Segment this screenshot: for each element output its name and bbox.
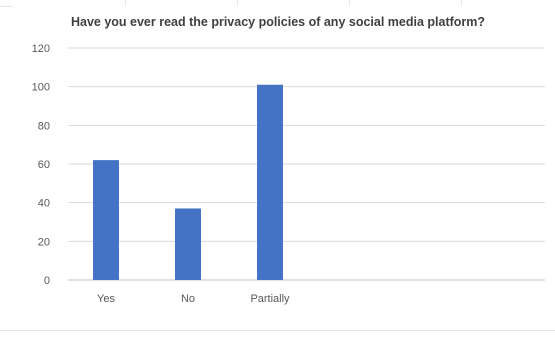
- x-tick-label: Partially: [250, 293, 290, 305]
- cell-border: [461, 0, 462, 6]
- bar: [257, 84, 283, 280]
- y-tick-label: 40: [38, 198, 50, 210]
- cell-border: [349, 0, 350, 6]
- bar: [175, 208, 201, 280]
- y-tick-label: 100: [32, 82, 50, 94]
- y-tick-label: 60: [38, 159, 50, 171]
- x-tick-label: Yes: [97, 293, 115, 305]
- cell-border: [237, 0, 238, 6]
- cell-border: [125, 0, 126, 6]
- cell-border: [0, 6, 12, 7]
- y-tick-label: 0: [44, 275, 50, 287]
- bar: [93, 160, 119, 280]
- y-tick-label: 20: [38, 236, 50, 248]
- y-tick-label: 80: [38, 120, 50, 132]
- chart-title: Have you ever read the privacy policies …: [70, 15, 486, 29]
- cell-border: [0, 330, 555, 331]
- y-tick-label: 120: [32, 43, 50, 55]
- x-tick-label: No: [181, 293, 195, 305]
